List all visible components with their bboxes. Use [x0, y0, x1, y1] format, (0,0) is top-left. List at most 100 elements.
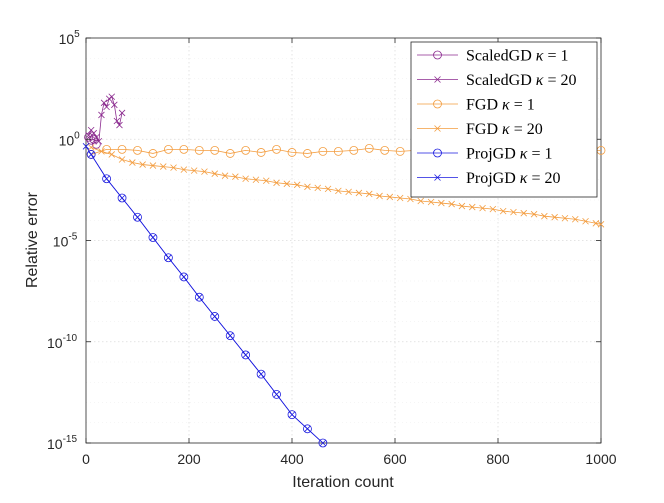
data-point	[571, 215, 579, 223]
data-point	[133, 145, 142, 155]
legend-label-value: = 1	[527, 146, 552, 163]
x-tick-label: 200	[177, 451, 201, 467]
legend-label-kappa: κ	[502, 121, 510, 138]
data-point	[273, 391, 280, 398]
data-point	[499, 207, 507, 215]
data-point	[163, 144, 173, 154]
data-point	[179, 144, 189, 154]
data-point	[319, 439, 327, 447]
data-point	[335, 187, 342, 195]
data-point	[226, 332, 234, 339]
series-0	[84, 132, 101, 149]
x-tick-label: 800	[486, 451, 510, 467]
y-tick-label: 10-10	[47, 333, 77, 351]
data-point	[283, 180, 291, 188]
series-5	[82, 143, 327, 447]
data-point	[242, 351, 249, 359]
data-point	[417, 197, 425, 205]
data-point	[118, 194, 126, 202]
data-point	[116, 121, 123, 129]
data-point	[592, 220, 600, 227]
legend-entry: ScaledGD κ = 1	[417, 48, 568, 65]
data-point	[108, 151, 116, 158]
data-point	[98, 111, 105, 119]
data-point	[100, 99, 108, 107]
data-point	[86, 150, 96, 159]
legend-label: ProjGD κ = 20	[466, 170, 561, 187]
y-axis-label: Relative error	[24, 191, 41, 288]
legend-entry: ScaledGD κ = 20	[417, 72, 576, 89]
x-tick-label: 1000	[585, 451, 616, 467]
data-point	[287, 410, 297, 420]
legend-entry: FGD κ = 20	[417, 121, 543, 138]
legend-label-value: = 20	[543, 72, 576, 89]
data-point	[95, 137, 103, 145]
data-point	[303, 424, 312, 434]
data-point	[232, 173, 239, 180]
data-point	[148, 149, 158, 158]
data-point	[551, 213, 558, 221]
y-tick-exponent: 0	[74, 130, 80, 141]
data-point	[241, 350, 251, 360]
data-point	[201, 168, 208, 175]
x-tick-label: 400	[280, 451, 304, 467]
data-point	[149, 234, 157, 241]
data-point	[102, 174, 111, 184]
y-tick-base: 10	[47, 436, 63, 452]
data-point	[541, 212, 548, 220]
data-point	[170, 164, 177, 171]
series-group	[82, 93, 606, 448]
data-point	[318, 146, 328, 156]
data-point	[165, 254, 172, 261]
data-point	[159, 163, 167, 170]
data-point	[272, 389, 281, 399]
y-tick-base: 10	[53, 234, 69, 250]
data-point	[194, 292, 204, 302]
data-point	[458, 202, 466, 210]
y-tick-exponent: 5	[74, 29, 80, 40]
data-point	[194, 145, 204, 155]
legend-label-method: ProjGD	[466, 146, 520, 163]
data-point	[87, 151, 95, 158]
y-tick-label: 105	[59, 29, 81, 47]
legend-label-kappa: κ	[520, 146, 528, 163]
legend-label-method: FGD	[466, 97, 502, 114]
data-point	[333, 146, 343, 156]
data-point	[118, 156, 126, 163]
data-point	[211, 313, 219, 320]
data-point	[98, 148, 105, 155]
data-point	[304, 183, 311, 191]
legend-label: ScaledGD κ = 20	[466, 72, 576, 89]
y-tick-base: 10	[47, 335, 63, 351]
legend-label: FGD κ = 1	[466, 97, 535, 114]
data-point	[225, 331, 235, 341]
data-point	[438, 199, 445, 207]
data-point	[221, 172, 229, 179]
legend-label-kappa: κ	[520, 170, 528, 187]
data-point	[180, 273, 188, 281]
data-point	[597, 221, 605, 228]
y-tick-label: 10-15	[47, 434, 77, 452]
data-point	[93, 133, 100, 141]
data-point	[256, 148, 266, 157]
data-point	[129, 159, 136, 166]
data-point	[448, 200, 455, 208]
legend-label-value: = 1	[543, 48, 568, 65]
legend-entry: ProjGD κ = 20	[417, 170, 561, 187]
data-point	[365, 190, 373, 198]
data-point	[148, 233, 158, 242]
y-tick-base: 10	[59, 31, 75, 47]
legend-label-kappa: κ	[536, 48, 544, 65]
data-point	[163, 253, 173, 263]
data-point	[211, 170, 219, 177]
y-tick-label: 100	[59, 130, 81, 148]
data-point	[364, 143, 374, 153]
legend-label-value: = 20	[527, 170, 560, 187]
legend-swatch-marker	[433, 99, 442, 109]
data-point	[210, 145, 220, 155]
data-point	[118, 109, 126, 117]
grid	[86, 38, 601, 443]
legend-entry: ProjGD κ = 1	[417, 146, 553, 163]
